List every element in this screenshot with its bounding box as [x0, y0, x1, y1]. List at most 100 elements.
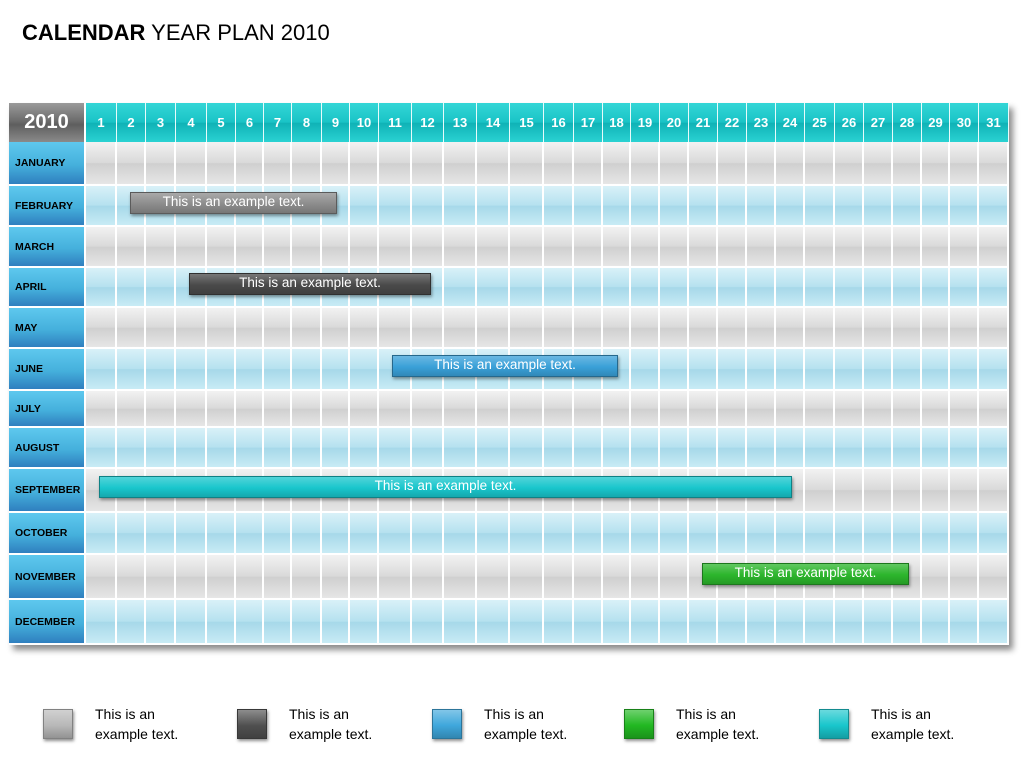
day-cell[interactable]: [835, 600, 864, 645]
day-cell[interactable]: [979, 142, 1009, 186]
day-cell[interactable]: [117, 308, 146, 349]
day-cell[interactable]: [444, 391, 477, 428]
day-cell[interactable]: [603, 391, 631, 428]
day-cell[interactable]: [379, 142, 412, 186]
day-cell[interactable]: [236, 513, 264, 555]
day-cell[interactable]: [747, 142, 776, 186]
day-cell[interactable]: [660, 268, 689, 308]
day-cell[interactable]: [322, 555, 350, 600]
day-cell[interactable]: [864, 391, 893, 428]
day-cell[interactable]: [146, 268, 176, 308]
day-cell[interactable]: [835, 227, 864, 268]
day-cell[interactable]: [117, 391, 146, 428]
day-cell[interactable]: [979, 428, 1009, 469]
day-cell[interactable]: [689, 186, 718, 227]
day-cell[interactable]: [236, 227, 264, 268]
day-cell[interactable]: [350, 308, 379, 349]
day-cell[interactable]: [922, 227, 950, 268]
day-cell[interactable]: [893, 469, 922, 513]
day-cell[interactable]: [236, 555, 264, 600]
day-cell[interactable]: [477, 600, 510, 645]
day-cell[interactable]: [950, 513, 979, 555]
day-cell[interactable]: [950, 186, 979, 227]
day-cell[interactable]: [236, 349, 264, 391]
day-cell[interactable]: [412, 142, 444, 186]
day-cell[interactable]: [747, 227, 776, 268]
day-cell[interactable]: [207, 391, 236, 428]
day-cell[interactable]: [207, 349, 236, 391]
day-cell[interactable]: [207, 428, 236, 469]
day-cell[interactable]: [264, 428, 292, 469]
day-cell[interactable]: [322, 349, 350, 391]
day-cell[interactable]: [805, 513, 835, 555]
day-cell[interactable]: [893, 349, 922, 391]
event-bar-june[interactable]: This is an example text.: [392, 355, 618, 377]
day-cell[interactable]: [776, 142, 805, 186]
day-cell[interactable]: [893, 142, 922, 186]
day-cell[interactable]: [176, 308, 207, 349]
day-cell[interactable]: [950, 469, 979, 513]
day-cell[interactable]: [350, 428, 379, 469]
day-cell[interactable]: [264, 391, 292, 428]
day-cell[interactable]: [979, 349, 1009, 391]
day-cell[interactable]: [510, 391, 544, 428]
day-cell[interactable]: [477, 142, 510, 186]
day-cell[interactable]: [864, 227, 893, 268]
day-cell[interactable]: [747, 268, 776, 308]
day-cell[interactable]: [603, 513, 631, 555]
day-cell[interactable]: [835, 142, 864, 186]
day-cell[interactable]: [922, 600, 950, 645]
day-cell[interactable]: [207, 227, 236, 268]
day-cell[interactable]: [835, 428, 864, 469]
day-cell[interactable]: [146, 428, 176, 469]
day-cell[interactable]: [350, 513, 379, 555]
day-cell[interactable]: [718, 513, 747, 555]
day-cell[interactable]: [510, 555, 544, 600]
day-cell[interactable]: [379, 227, 412, 268]
day-cell[interactable]: [747, 428, 776, 469]
day-cell[interactable]: [603, 600, 631, 645]
day-cell[interactable]: [264, 513, 292, 555]
day-cell[interactable]: [922, 555, 950, 600]
day-cell[interactable]: [805, 186, 835, 227]
day-cell[interactable]: [412, 513, 444, 555]
day-cell[interactable]: [979, 600, 1009, 645]
day-cell[interactable]: [176, 349, 207, 391]
day-cell[interactable]: [805, 227, 835, 268]
day-cell[interactable]: [292, 391, 322, 428]
day-cell[interactable]: [176, 555, 207, 600]
day-cell[interactable]: [776, 308, 805, 349]
day-cell[interactable]: [236, 600, 264, 645]
day-cell[interactable]: [264, 600, 292, 645]
day-cell[interactable]: [86, 428, 117, 469]
day-cell[interactable]: [689, 428, 718, 469]
day-cell[interactable]: [510, 428, 544, 469]
day-cell[interactable]: [477, 555, 510, 600]
day-cell[interactable]: [893, 600, 922, 645]
day-cell[interactable]: [718, 428, 747, 469]
day-cell[interactable]: [835, 391, 864, 428]
event-bar-november[interactable]: This is an example text.: [702, 563, 909, 585]
day-cell[interactable]: [444, 600, 477, 645]
day-cell[interactable]: [412, 186, 444, 227]
day-cell[interactable]: [574, 513, 603, 555]
day-cell[interactable]: [477, 308, 510, 349]
day-cell[interactable]: [412, 600, 444, 645]
day-cell[interactable]: [176, 428, 207, 469]
day-cell[interactable]: [574, 308, 603, 349]
event-bar-february[interactable]: This is an example text.: [130, 192, 337, 214]
day-cell[interactable]: [776, 349, 805, 391]
day-cell[interactable]: [117, 428, 146, 469]
day-cell[interactable]: [631, 349, 660, 391]
day-cell[interactable]: [805, 308, 835, 349]
day-cell[interactable]: [835, 268, 864, 308]
day-cell[interactable]: [412, 555, 444, 600]
day-cell[interactable]: [660, 555, 689, 600]
day-cell[interactable]: [510, 227, 544, 268]
day-cell[interactable]: [379, 600, 412, 645]
day-cell[interactable]: [631, 600, 660, 645]
day-cell[interactable]: [660, 428, 689, 469]
day-cell[interactable]: [864, 308, 893, 349]
day-cell[interactable]: [776, 268, 805, 308]
day-cell[interactable]: [207, 600, 236, 645]
